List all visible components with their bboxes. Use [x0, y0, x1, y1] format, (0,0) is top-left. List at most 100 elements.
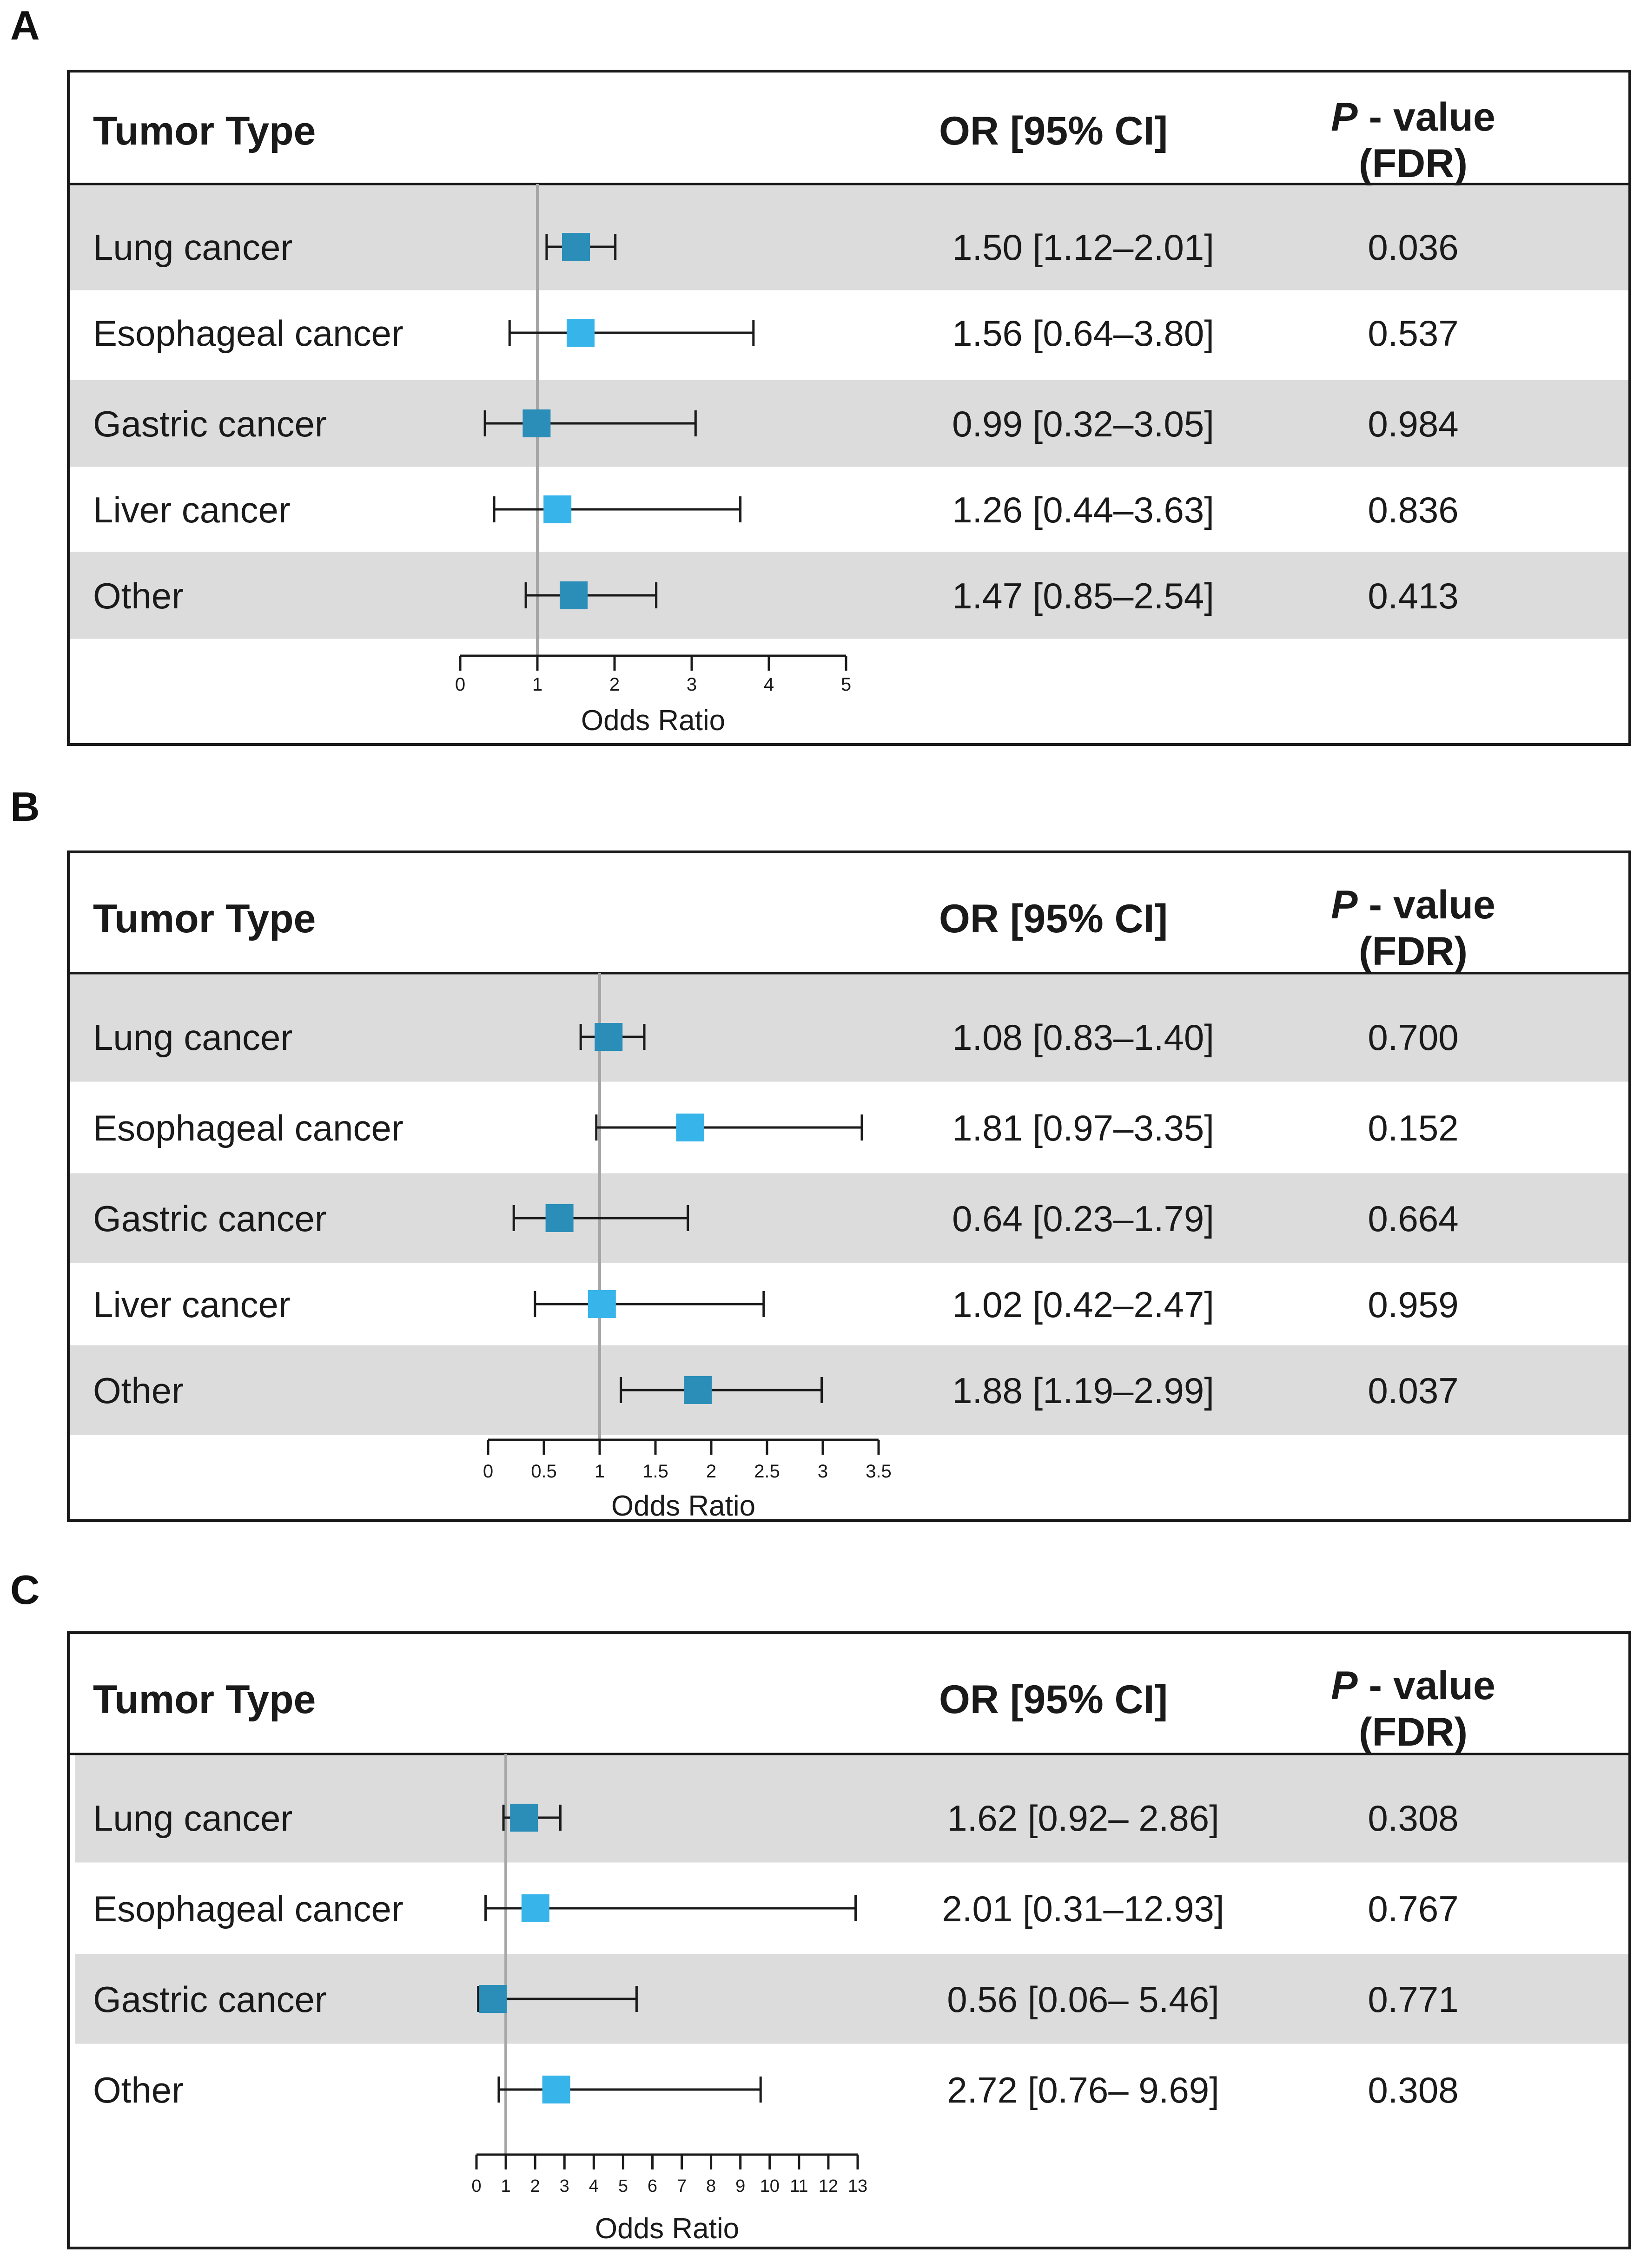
panel-a-letter: A: [10, 2, 40, 48]
panel-b-row-label: Esophageal cancer: [93, 1108, 403, 1148]
panel-b-x-tick-label: 3: [818, 1461, 828, 1482]
panel-b-header-p-rest: - value: [1358, 883, 1495, 927]
panel-b-svg: Tumor Type OR [95% CI] P - value(FDR) Lung …: [70, 883, 1628, 1522]
panel-c-or-marker: [521, 1894, 549, 1922]
panel-c-row-p-value: 0.308: [1368, 2070, 1458, 2110]
panel-b-x-tick-label: 1.5: [642, 1461, 668, 1482]
panel-a-x-tick-label: 3: [687, 674, 697, 695]
panel-c-or-marker: [510, 1804, 538, 1832]
panel-c-row-or-ci: 1.62 [0.92– 2.86]: [947, 1798, 1219, 1839]
panel-a-forest-plot: Tumor Type OR [95% CI] P - value (FDR) Lung …: [67, 70, 1631, 746]
panel-b-row-or-ci: 1.88 [1.19–2.99]: [952, 1370, 1214, 1411]
panel-a-row-p-value: 0.984: [1368, 403, 1458, 444]
panel-c-x-tick-label: 13: [848, 2176, 867, 2196]
panel-c-header-tumor-type: Tumor Type: [93, 1677, 316, 1722]
panel-c-forest-plot: Tumor Type OR [95% CI] P - value (FDR) Lung …: [67, 1631, 1631, 2249]
panel-c-or-marker: [542, 2076, 570, 2103]
panel-b-row-p-value: 0.664: [1368, 1198, 1458, 1239]
panel-b-row-label: Liver cancer: [93, 1284, 291, 1325]
panel-a-row-label: Liver cancer: [93, 489, 291, 530]
panel-c-x-tick-label: 10: [760, 2176, 780, 2196]
panel-a-row-p-value: 0.836: [1368, 489, 1458, 530]
panel-b-row-shade: [70, 973, 1628, 1082]
panel-c-row-label: Gastric cancer: [93, 1979, 327, 2020]
panel-c-x-tick-label: 3: [560, 2176, 569, 2196]
panel-b-row-label: Gastric cancer: [93, 1198, 327, 1239]
panel-c-row-p-value: 0.308: [1368, 1798, 1458, 1839]
panel-c-row-label: Esophageal cancer: [93, 1888, 403, 1929]
panel-c-x-tick-label: 6: [648, 2176, 657, 2196]
panel-b-or-marker: [595, 1023, 623, 1051]
panel-b-row-p-value: 0.700: [1368, 1017, 1458, 1058]
panel-a-or-marker: [543, 495, 572, 523]
panel-a-row-or-ci: 1.56 [0.64–3.80]: [952, 313, 1214, 354]
panel-a-row-or-ci: 1.50 [1.12–2.01]: [952, 227, 1214, 268]
panel-a-svg: Tumor Type OR [95% CI] P - value(FDR) Lung …: [70, 95, 1628, 737]
panel-a-row-or-ci: 1.26 [0.44–3.63]: [952, 489, 1214, 530]
panel-c-x-tick-label: 12: [819, 2176, 838, 2196]
panel-b-x-tick-label: 0.5: [531, 1461, 557, 1482]
panel-a-header-fdr: (FDR): [1359, 141, 1468, 186]
panel-a-header-p-value: P - value: [1331, 95, 1495, 139]
panel-c-x-tick-label: 4: [589, 2176, 599, 2196]
panel-b-or-marker: [545, 1204, 574, 1232]
panel-c-row-or-ci: 0.56 [0.06– 5.46]: [947, 1979, 1219, 2020]
panel-b-x-tick-label: 1: [595, 1461, 605, 1482]
panel-a-x-tick-label: 0: [455, 674, 465, 695]
panel-c-row-or-ci: 2.72 [0.76– 9.69]: [947, 2070, 1219, 2110]
panel-a-x-tick-label: 5: [841, 674, 851, 695]
panel-b-header-p-italic: P: [1331, 883, 1358, 927]
panel-b-row-or-ci: 1.08 [0.83–1.40]: [952, 1017, 1214, 1058]
panel-b-row-shade: [70, 1173, 1628, 1263]
panel-a-row-or-ci: 0.99 [0.32–3.05]: [952, 403, 1214, 444]
panel-c-row-label: Other: [93, 2070, 184, 2110]
panel-a-header-tumor-type: Tumor Type: [93, 109, 316, 153]
panel-a-or-marker: [566, 319, 595, 347]
panel-c-row-label: Lung cancer: [93, 1798, 292, 1839]
panel-a-row-p-value: 0.413: [1368, 575, 1458, 616]
panel-a-row-shade: [70, 552, 1628, 639]
panel-a-row-label: Lung cancer: [93, 227, 292, 268]
panel-c-x-tick-label: 9: [735, 2176, 745, 2196]
panel-c-row-shade: [75, 1754, 1628, 1863]
panel-c-row-p-value: 0.767: [1368, 1888, 1458, 1929]
panel-a-row-label: Other: [93, 575, 184, 616]
panel-c-row-or-ci: 2.01 [0.31–12.93]: [942, 1888, 1224, 1929]
panel-a-row-shade: [70, 380, 1628, 467]
panel-a-row-shade: [70, 184, 1628, 290]
panel-a-header-p-italic: P: [1331, 95, 1358, 139]
panel-b-header-tumor-type: Tumor Type: [93, 897, 316, 941]
panel-a-or-marker: [562, 233, 590, 261]
panel-a-row-or-ci: 1.47 [0.85–2.54]: [952, 575, 1214, 616]
panel-b-x-tick-label: 2.5: [754, 1461, 780, 1482]
panel-c-x-tick-label: 1: [501, 2176, 511, 2196]
panel-a-header-p-rest: - value: [1358, 95, 1495, 139]
panel-b-row-or-ci: 1.81 [0.97–3.35]: [952, 1108, 1214, 1148]
panel-c-x-tick-label: 7: [677, 2176, 687, 2196]
panel-b-row-or-ci: 1.02 [0.42–2.47]: [952, 1284, 1214, 1325]
panel-a-row-label: Gastric cancer: [93, 403, 327, 444]
panel-b-x-tick-label: 0: [483, 1461, 493, 1482]
panel-b-row-label: Other: [93, 1370, 184, 1411]
panel-b-row-p-value: 0.037: [1368, 1370, 1458, 1411]
panel-c-header-or-ci: OR [95% CI]: [939, 1677, 1168, 1722]
panel-b-or-marker: [588, 1290, 616, 1318]
panel-a-row-label: Esophageal cancer: [93, 313, 403, 354]
panel-b-letter: B: [10, 784, 40, 830]
panel-b-or-marker: [684, 1376, 712, 1404]
panel-c-header-fdr: (FDR): [1359, 1710, 1468, 1754]
panel-a-row-p-value: 0.036: [1368, 227, 1458, 268]
panel-a-header-or-ci: OR [95% CI]: [939, 109, 1168, 153]
panel-c-x-tick-label: 11: [790, 2176, 808, 2196]
panel-c-header-p-value: P - value: [1331, 1663, 1495, 1708]
panel-b-header-or-ci: OR [95% CI]: [939, 897, 1168, 941]
panel-c-x-tick-label: 0: [471, 2176, 481, 2196]
panel-a-x-tick-label: 1: [532, 674, 542, 695]
panel-a-or-marker: [560, 581, 588, 609]
panel-a-x-axis-label: Odds Ratio: [581, 705, 725, 737]
panel-c-row-shade: [75, 1954, 1628, 2044]
panel-b-row-p-value: 0.959: [1368, 1284, 1458, 1325]
panel-c-x-tick-label: 5: [618, 2176, 628, 2196]
panel-a-or-marker: [523, 409, 551, 437]
panel-c-svg: Tumor Type OR [95% CI] P - value(FDR) Lung …: [70, 1663, 1628, 2245]
